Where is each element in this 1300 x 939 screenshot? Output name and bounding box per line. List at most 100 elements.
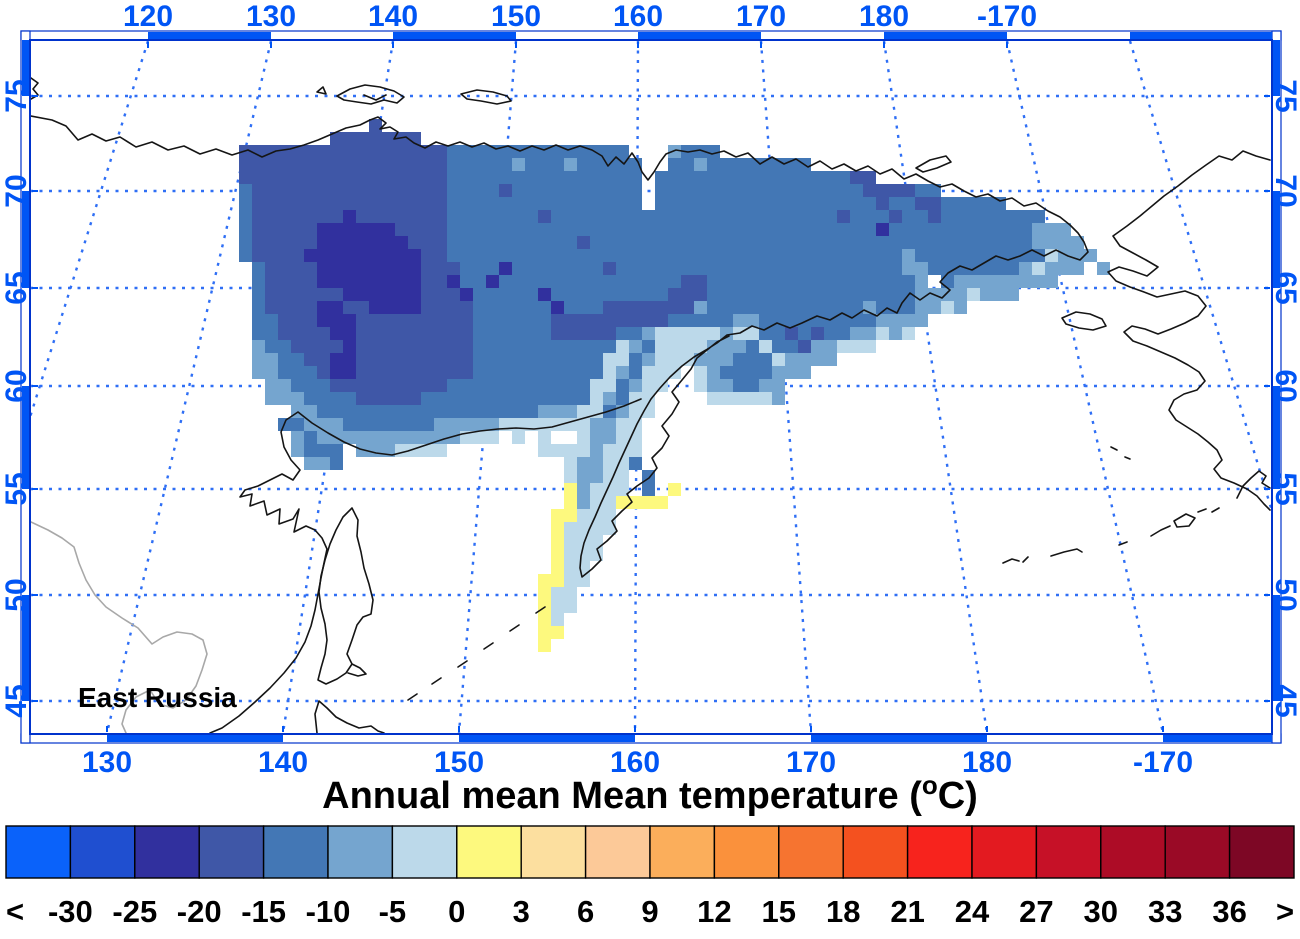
raster-cell bbox=[564, 249, 577, 262]
raster-cell bbox=[993, 275, 1006, 288]
raster-cell bbox=[486, 210, 499, 223]
lat-label-right: 45 bbox=[1269, 684, 1300, 717]
raster-cell bbox=[902, 197, 915, 210]
raster-cell bbox=[486, 327, 499, 340]
raster-cell bbox=[317, 340, 330, 353]
raster-cell bbox=[720, 184, 733, 197]
colorbar-tick-label: 3 bbox=[513, 894, 530, 929]
raster-cell bbox=[733, 210, 746, 223]
raster-cell bbox=[577, 314, 590, 327]
raster-cell bbox=[356, 366, 369, 379]
lat-label-left: 60 bbox=[0, 369, 33, 402]
raster-cell bbox=[577, 574, 590, 587]
raster-cell bbox=[395, 210, 408, 223]
raster-cell bbox=[447, 405, 460, 418]
frame-seg bbox=[459, 735, 635, 742]
colorbar-cell bbox=[584, 825, 651, 879]
raster-cell bbox=[564, 353, 577, 366]
raster-cell bbox=[317, 327, 330, 340]
raster-cell bbox=[551, 561, 564, 574]
raster-cell bbox=[928, 223, 941, 236]
lat-label-left: 50 bbox=[0, 578, 33, 611]
raster-cell bbox=[954, 262, 967, 275]
raster-cell bbox=[746, 392, 759, 405]
raster-cell bbox=[499, 184, 512, 197]
raster-cell bbox=[304, 340, 317, 353]
raster-cell bbox=[707, 210, 720, 223]
raster-cell bbox=[538, 184, 551, 197]
frame-seg bbox=[1273, 191, 1280, 288]
raster-cell bbox=[642, 314, 655, 327]
raster-cell bbox=[382, 171, 395, 184]
raster-cell bbox=[785, 314, 798, 327]
raster-cell bbox=[473, 197, 486, 210]
raster-cell bbox=[304, 314, 317, 327]
raster-cell bbox=[317, 197, 330, 210]
raster-cell bbox=[564, 327, 577, 340]
raster-cell bbox=[330, 301, 343, 314]
raster-cell bbox=[681, 158, 694, 171]
raster-cell bbox=[746, 275, 759, 288]
raster-cell bbox=[941, 249, 954, 262]
raster-cell bbox=[512, 353, 525, 366]
raster-cell bbox=[629, 353, 642, 366]
raster-cell bbox=[915, 223, 928, 236]
raster-cell bbox=[850, 301, 863, 314]
raster-cell bbox=[577, 457, 590, 470]
raster-cell bbox=[395, 275, 408, 288]
raster-cell bbox=[759, 275, 772, 288]
raster-cell bbox=[265, 353, 278, 366]
raster-cell bbox=[525, 366, 538, 379]
raster-cell bbox=[759, 223, 772, 236]
raster-cell bbox=[239, 236, 252, 249]
raster-cell bbox=[798, 340, 811, 353]
raster-cell bbox=[681, 236, 694, 249]
raster-cell bbox=[850, 275, 863, 288]
raster-cell bbox=[330, 158, 343, 171]
raster-cell bbox=[512, 249, 525, 262]
raster-cell bbox=[902, 275, 915, 288]
raster-cell bbox=[408, 431, 421, 444]
raster-cell bbox=[616, 236, 629, 249]
raster-cell bbox=[382, 249, 395, 262]
raster-cell bbox=[577, 431, 590, 444]
raster-cell bbox=[473, 366, 486, 379]
frame-seg bbox=[1273, 595, 1280, 701]
raster-cell bbox=[941, 197, 954, 210]
raster-cell bbox=[928, 249, 941, 262]
raster-cell bbox=[863, 210, 876, 223]
raster-cell bbox=[382, 314, 395, 327]
raster-cell bbox=[746, 340, 759, 353]
raster-cell bbox=[278, 353, 291, 366]
raster-cell bbox=[499, 236, 512, 249]
raster-cell bbox=[252, 353, 265, 366]
raster-cell bbox=[343, 158, 356, 171]
raster-cell bbox=[694, 223, 707, 236]
raster-cell bbox=[304, 366, 317, 379]
raster-cell bbox=[408, 197, 421, 210]
raster-cell bbox=[343, 171, 356, 184]
raster-cell bbox=[369, 275, 382, 288]
raster-cell bbox=[421, 405, 434, 418]
raster-cell bbox=[603, 379, 616, 392]
raster-cell bbox=[291, 353, 304, 366]
raster-cell bbox=[525, 288, 538, 301]
raster-cell bbox=[304, 418, 317, 431]
coastline-st-lawrence-island bbox=[1061, 311, 1107, 331]
raster-cell bbox=[590, 483, 603, 496]
raster-cell bbox=[460, 184, 473, 197]
colorbar-tick-label: > bbox=[1276, 894, 1294, 929]
raster-cell bbox=[447, 366, 460, 379]
raster-cell bbox=[369, 366, 382, 379]
lon-label-top: -170 bbox=[977, 0, 1037, 33]
raster-cell bbox=[564, 548, 577, 561]
coastline-hokkaido bbox=[314, 700, 385, 733]
colorbar-cell bbox=[1100, 825, 1166, 879]
raster-cell bbox=[278, 158, 291, 171]
raster-cell bbox=[707, 327, 720, 340]
raster-cell bbox=[343, 353, 356, 366]
raster-cell bbox=[577, 366, 590, 379]
raster-cell bbox=[304, 210, 317, 223]
coastline-aleutian-8 bbox=[1211, 507, 1220, 513]
raster-cell bbox=[408, 340, 421, 353]
